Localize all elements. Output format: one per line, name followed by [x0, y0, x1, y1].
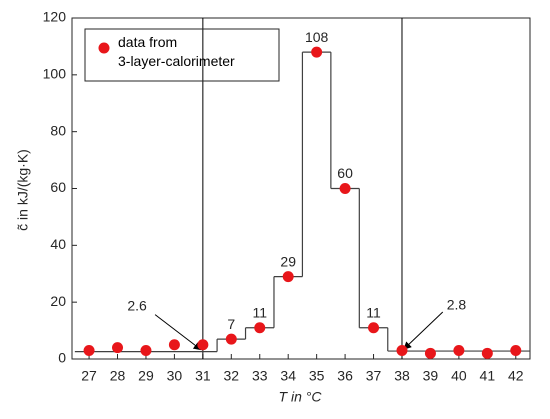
- data-point: [396, 344, 408, 356]
- data-point: [453, 344, 465, 356]
- x-tick-label: 29: [138, 368, 154, 384]
- x-tick-label: 31: [195, 368, 211, 384]
- legend-marker: [98, 42, 110, 54]
- x-tick-label: 28: [110, 368, 126, 384]
- plot-area: [71, 17, 531, 360]
- annotation-arrow: [403, 311, 444, 350]
- step-label: 11: [366, 304, 381, 320]
- x-tick-label: 30: [167, 368, 183, 384]
- data-point: [424, 347, 436, 359]
- x-tick-label: 42: [508, 368, 524, 384]
- data-point: [510, 344, 522, 356]
- step-label: 11: [252, 304, 267, 320]
- x-tick-label: 37: [366, 368, 382, 384]
- x-tick-label: 41: [480, 368, 496, 384]
- data-point: [282, 271, 294, 283]
- y-axis-label: c̃ in kJ/(kg·K): [15, 149, 31, 231]
- step-label: 7: [227, 316, 235, 332]
- x-axis-label: T in °C: [279, 389, 323, 405]
- y-tick-label: 40: [50, 236, 66, 252]
- step-label: 108: [305, 29, 329, 45]
- step-label: 29: [280, 253, 296, 269]
- data-point: [481, 347, 493, 359]
- x-tick-label: 35: [309, 368, 325, 384]
- x-tick-label: 34: [280, 368, 296, 384]
- y-tick-label: 0: [58, 350, 66, 366]
- data-point: [197, 339, 209, 351]
- data-point: [112, 342, 124, 354]
- data-point: [140, 344, 152, 356]
- x-tick-label: 40: [451, 368, 467, 384]
- data-point: [168, 339, 180, 351]
- x-tick-label: 39: [423, 368, 439, 384]
- y-tick-label: 60: [50, 179, 66, 195]
- legend-label: data from 3-layer-calorimeter: [118, 34, 235, 69]
- x-tick-label: 36: [337, 368, 353, 384]
- x-tick-label: 33: [252, 368, 268, 384]
- y-tick-label: 20: [50, 293, 66, 309]
- data-point: [311, 46, 323, 58]
- x-tick-label: 32: [224, 368, 240, 384]
- legend-box: [84, 28, 280, 82]
- y-tick-label: 120: [43, 9, 67, 25]
- x-tick-label: 27: [81, 368, 97, 384]
- y-tick-label: 100: [43, 66, 67, 82]
- annotation-arrow: [154, 314, 202, 351]
- data-point: [254, 322, 266, 334]
- data-point: [225, 333, 237, 345]
- y-tick-label: 80: [50, 122, 66, 138]
- step-label: 2.8: [447, 297, 467, 313]
- data-point: [83, 344, 95, 356]
- x-tick-label: 38: [394, 368, 410, 384]
- step-label: 60: [337, 165, 353, 181]
- data-point: [339, 183, 351, 194]
- step-label: 2.6: [127, 297, 147, 313]
- data-point: [368, 322, 380, 334]
